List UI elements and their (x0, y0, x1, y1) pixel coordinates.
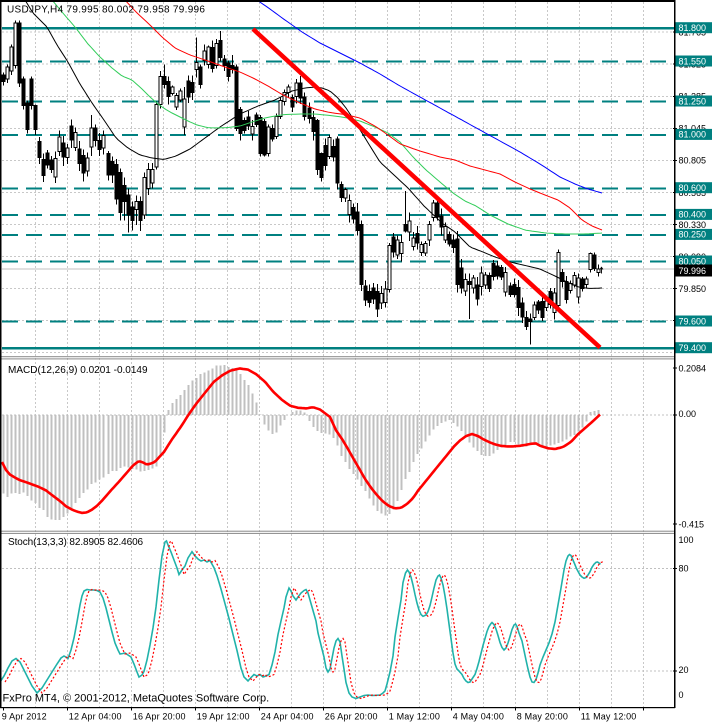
svg-text:MACD(12,26,9) 0.0201 -0.0149: MACD(12,26,9) 0.0201 -0.0149 (8, 365, 148, 376)
svg-text:USDJPY,H4 79.995 80.002 79.95: USDJPY,H4 79.995 80.002 79.958 79.996 (7, 4, 205, 15)
svg-text:81.250: 81.250 (679, 96, 707, 106)
svg-text:0: 0 (679, 690, 684, 700)
svg-text:16 Apr 20:00: 16 Apr 20:00 (133, 711, 186, 721)
svg-text:80.600: 80.600 (679, 183, 707, 193)
svg-text:79.850: 79.850 (679, 284, 707, 294)
svg-text:81.800: 81.800 (679, 23, 707, 33)
svg-text:11 May 12:00: 11 May 12:00 (581, 711, 637, 721)
svg-text:19 Apr 12:00: 19 Apr 12:00 (197, 711, 250, 721)
svg-text:0.00: 0.00 (679, 409, 697, 419)
svg-text:79.400: 79.400 (679, 343, 707, 353)
svg-text:0.2084: 0.2084 (679, 363, 707, 373)
svg-text:24 Apr 04:00: 24 Apr 04:00 (261, 711, 314, 721)
svg-text:80.400: 80.400 (679, 210, 707, 220)
svg-text:80: 80 (679, 563, 689, 573)
svg-text:81.550: 81.550 (679, 56, 707, 66)
svg-text:80.805: 80.805 (679, 156, 707, 166)
svg-text:79.600: 79.600 (679, 316, 707, 326)
svg-text:Stoch(13,3,3) 82.8905 82.4606: Stoch(13,3,3) 82.8905 82.4606 (8, 537, 144, 548)
svg-text:12 Apr 04:00: 12 Apr 04:00 (69, 711, 122, 721)
svg-text:1 May 12:00: 1 May 12:00 (389, 711, 440, 721)
svg-text:FxPro MT4, © 2001-2012, MetaQ: FxPro MT4, © 2001-2012, MetaQuotes Softw… (3, 692, 270, 704)
svg-text:8 May 20:00: 8 May 20:00 (517, 711, 568, 721)
svg-text:81.045: 81.045 (679, 124, 707, 134)
svg-text:4 May 04:00: 4 May 04:00 (453, 711, 504, 721)
svg-text:26 Apr 20:00: 26 Apr 20:00 (325, 711, 378, 721)
svg-text:80.050: 80.050 (679, 256, 707, 266)
svg-text:100: 100 (679, 535, 694, 545)
svg-text:79.996: 79.996 (679, 266, 707, 276)
svg-text:-0.415: -0.415 (679, 519, 705, 529)
svg-text:9 Apr 2012: 9 Apr 2012 (2, 711, 47, 721)
svg-text:80.330: 80.330 (679, 220, 707, 230)
svg-text:80.250: 80.250 (679, 230, 707, 240)
svg-text:20: 20 (679, 665, 689, 675)
svg-text:81.000: 81.000 (679, 130, 707, 140)
